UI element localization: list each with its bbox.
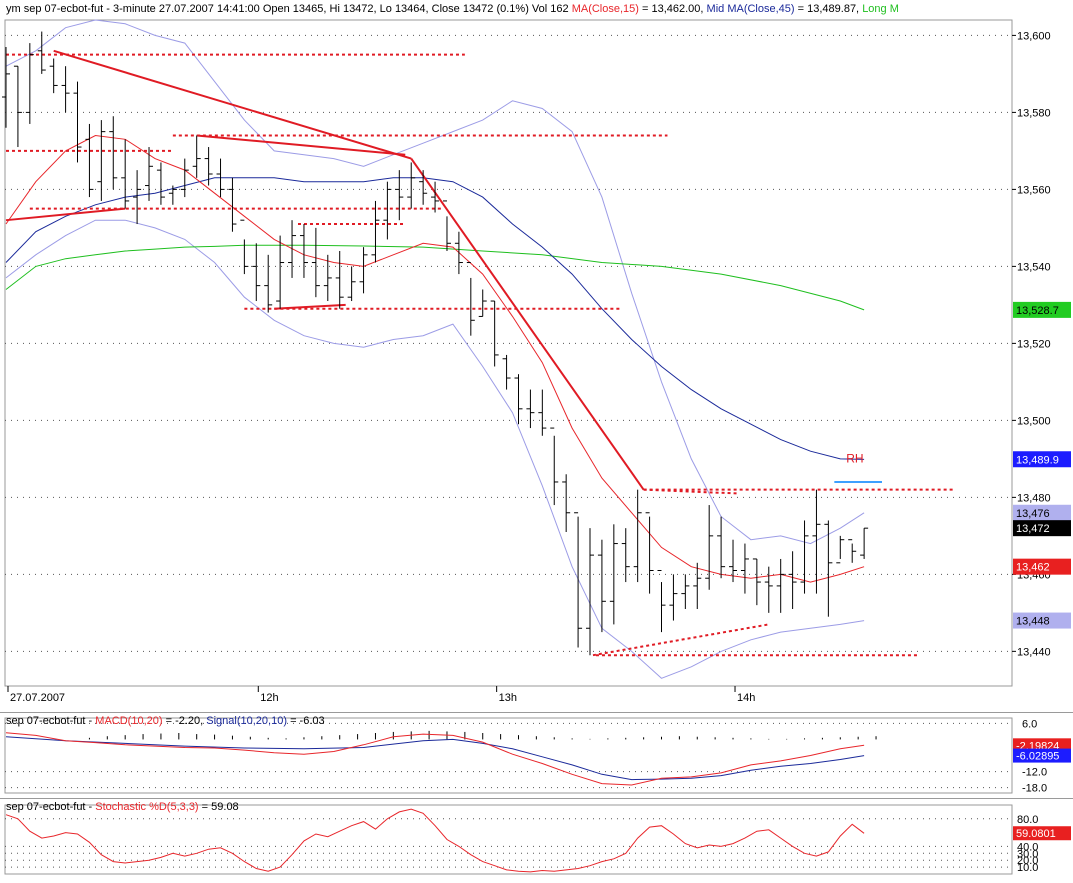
price-badge <box>1013 520 1071 537</box>
price-desc: sep 07-ecbot-fut - 3-minute 27.07.2007 1… <box>23 3 569 15</box>
stoch-label: Stochastic %D(5,3,3) <box>95 801 199 813</box>
ma15-value: = 13,462.00, <box>642 3 704 15</box>
signal-label: Signal(10,20,10) <box>206 715 287 727</box>
stochastic-line <box>5 808 865 873</box>
x-tick-label: 13h <box>499 692 517 704</box>
y-tick-label: 13,440 <box>1017 646 1051 658</box>
stoch-desc: sep 07-ecbot-fut - <box>6 801 93 813</box>
stoch-tick-label: 30.0 <box>1017 848 1038 860</box>
band-upper-line <box>5 19 865 545</box>
macd-label: MACD(10,20) <box>95 715 163 727</box>
price-panel[interactable]: 13,440 13,460 13,480 13,500 13,520 13,540 13,5… <box>0 0 1073 710</box>
macd-header: sep 07-ecbot-fut - MACD(10,20) = -2.20, … <box>6 715 325 727</box>
macd-tick-label: 6.0 <box>1022 718 1037 730</box>
long-ma-label: Long M <box>862 3 899 15</box>
price-badge-label: 13,489.9 <box>1016 454 1059 466</box>
stoch-value: = 59.08 <box>201 801 239 813</box>
symbol-text: ym <box>6 3 21 15</box>
signal-line <box>5 736 865 781</box>
price-badge-label: 13,472 <box>1016 523 1050 535</box>
price-badge-label: 13,528.7 <box>1016 305 1059 317</box>
ma15-label: MA(Close,15) <box>571 3 639 15</box>
trendline <box>5 207 126 222</box>
y-tick-label: 13,600 <box>1017 30 1051 42</box>
trendline <box>274 303 346 310</box>
rh-label: RH <box>846 452 863 466</box>
price-badge <box>1013 451 1071 468</box>
macd-panel[interactable]: 6.0 -12.0 -18.0 -2.19824 -6.02895 sep 07-ecb… <box>0 712 1073 798</box>
price-badge-label: 13,448 <box>1016 616 1050 628</box>
plot-frame <box>4 19 1013 687</box>
y-tick-label: 13,540 <box>1017 261 1051 273</box>
dotted-trendline <box>592 623 769 657</box>
stoch-badge-label: 59.0801 <box>1016 828 1056 840</box>
x-tick-label: 12h <box>260 692 278 704</box>
stoch-tick-label: 40.0 <box>1017 841 1038 853</box>
dotted-trendline <box>643 488 740 495</box>
macd-frame <box>4 717 1013 794</box>
long-ma-line <box>5 244 865 311</box>
y-tick-label: 13,500 <box>1017 415 1051 427</box>
signal-value: = -6.03 <box>290 715 325 727</box>
stochastic-chart[interactable]: 80.0 40.030.020.010.0 59.0801 <box>0 799 1073 878</box>
stoch-tick-label: 20.0 <box>1017 855 1038 867</box>
ma15-line <box>5 134 865 583</box>
ma45-line <box>5 177 865 460</box>
y-tick-label: 13,580 <box>1017 107 1051 119</box>
y-tick-label: 13,560 <box>1017 184 1051 196</box>
macd-chart[interactable]: 6.0-12.0-18.0-2.19824-6.02895 <box>0 713 1073 798</box>
macd-desc: sep 07-ecbot-fut - <box>6 715 93 727</box>
stoch-header: sep 07-ecbot-fut - Stochastic %D(5,3,3) … <box>6 801 239 813</box>
macd-badge-label: -6.02895 <box>1016 751 1059 763</box>
stoch-panel[interactable]: 80.0 40.0 30.0 20.0 10.0 59.0801 sep 07-ecbot… <box>0 798 1073 878</box>
y-tick-label: 13,520 <box>1017 338 1051 350</box>
stoch-frame <box>4 804 1013 875</box>
trendline <box>410 158 645 491</box>
price-badge <box>1013 504 1071 521</box>
price-badge <box>1013 558 1071 575</box>
trendline <box>53 49 412 160</box>
y-tick-label: 13,480 <box>1017 492 1051 504</box>
x-tick-label: 14h <box>737 692 755 704</box>
macd-badge <box>1013 748 1071 763</box>
price-chart[interactable]: 13,44013,46013,48013,50013,52013,54013,5… <box>0 0 1073 710</box>
trendline <box>196 134 406 156</box>
price-badge-label: 13,462 <box>1016 562 1050 574</box>
macd-tick-label: -18.0 <box>1022 783 1047 795</box>
stoch-tick-label: 10.0 <box>1017 862 1038 874</box>
price-badge <box>1013 612 1071 629</box>
stoch-tick-label: 80.0 <box>1017 814 1038 826</box>
macd-line <box>5 732 865 786</box>
price-badge-label: 13,476 <box>1016 508 1050 520</box>
ma45-value: = 13,489.87, <box>797 3 860 15</box>
price-header: ym sep 07-ecbot-fut - 3-minute 27.07.200… <box>6 3 899 15</box>
band-lower-line <box>5 219 865 679</box>
stoch-badge <box>1013 826 1071 841</box>
ma45-label: Mid MA(Close,45) <box>706 3 795 15</box>
macd-tick-label: -12.0 <box>1022 767 1047 779</box>
price-badge <box>1013 301 1071 318</box>
macd-value: = -2.20, <box>165 715 204 727</box>
x-tick-label: 27.07.2007 <box>10 692 65 704</box>
